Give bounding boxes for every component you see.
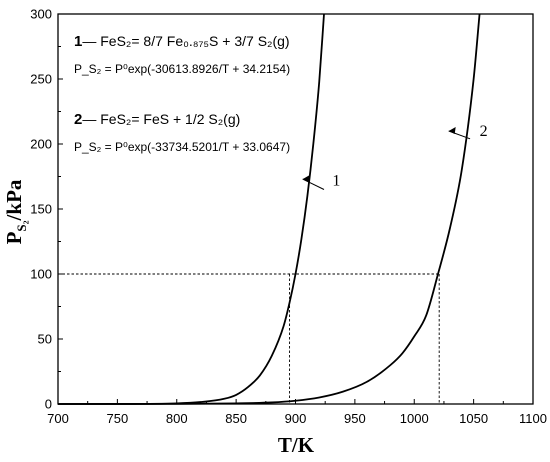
legend-entry-2-equation: P_S₂ = P⁰exp(-33734.5201/T + 33.0647) [74,140,290,154]
series-line-2 [57,13,481,405]
y-axis-title-sub: S₂ [14,220,29,231]
x-tick-label: 1000 [400,411,429,426]
curve-label-2: 2 [480,123,488,140]
curve-label-1: 1 [332,172,340,189]
y-tick-label: 100 [30,267,52,282]
x-tick-label: 700 [47,411,69,426]
legend-entry-1-number: 1 [74,33,82,50]
y-tick-label: 250 [30,72,52,87]
x-tick-label: 800 [166,411,188,426]
x-tick-label: 900 [285,411,307,426]
legend-entry-1-text: — FeS₂= 8/7 Fe₀.₈₇₅S + 3/7 S₂(g) [82,33,289,49]
legend-entry-1-equation: P_S₂ = P⁰exp(-30613.8926/T + 34.2154) [74,62,290,76]
x-tick-label: 1050 [459,411,488,426]
x-tick-label: 750 [107,411,129,426]
y-tick-label: 200 [30,137,52,152]
legend-entry-2-text: — FeS₂= FeS + 1/2 S₂(g) [82,111,240,127]
y-axis-title: PS₂/kPa [2,179,29,244]
y-tick-label: 300 [30,7,52,22]
x-axis-title: T/K [278,433,315,457]
y-axis-title-rest: /kPa [2,179,26,221]
curve-group: 12 [57,13,488,405]
tick-group: 700 750 800 850 900 950 1000 1050 1100 0 50 100 150 2… [30,7,547,427]
y-tick-label: 50 [38,332,52,347]
x-tick-label: 850 [225,411,247,426]
legend-entry-2-number: 2 [74,111,82,128]
legend: 1— FeS₂= 8/7 Fe₀.₈₇₅S + 3/7 S₂(g) P_S₂ =… [74,33,290,154]
x-tick-label: 1100 [519,411,547,426]
reference-lines [58,273,440,404]
x-tick-label: 950 [344,411,366,426]
legend-entry-2-reaction: 2— FeS₂= FeS + 1/2 S₂(g) [74,111,240,128]
y-tick-label: 150 [30,202,52,217]
y-axis-title-main: P [2,231,26,244]
series-line-1 [57,13,325,405]
curve-label-arrow-1 [302,175,310,183]
y-tick-label: 0 [45,397,52,412]
curve-label-arrow-2 [448,127,456,134]
legend-entry-1-reaction: 1— FeS₂= 8/7 Fe₀.₈₇₅S + 3/7 S₂(g) [74,33,290,50]
